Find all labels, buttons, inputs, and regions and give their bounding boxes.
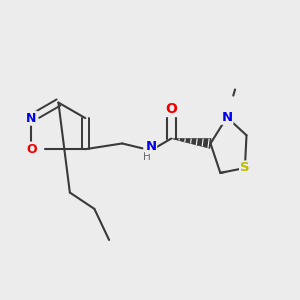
Text: O: O: [165, 102, 177, 116]
Text: S: S: [240, 161, 250, 175]
Text: N: N: [26, 112, 37, 124]
Polygon shape: [171, 139, 211, 148]
Text: N: N: [146, 140, 157, 153]
Text: O: O: [26, 143, 37, 156]
Text: N: N: [221, 111, 233, 124]
Text: H: H: [143, 152, 151, 161]
